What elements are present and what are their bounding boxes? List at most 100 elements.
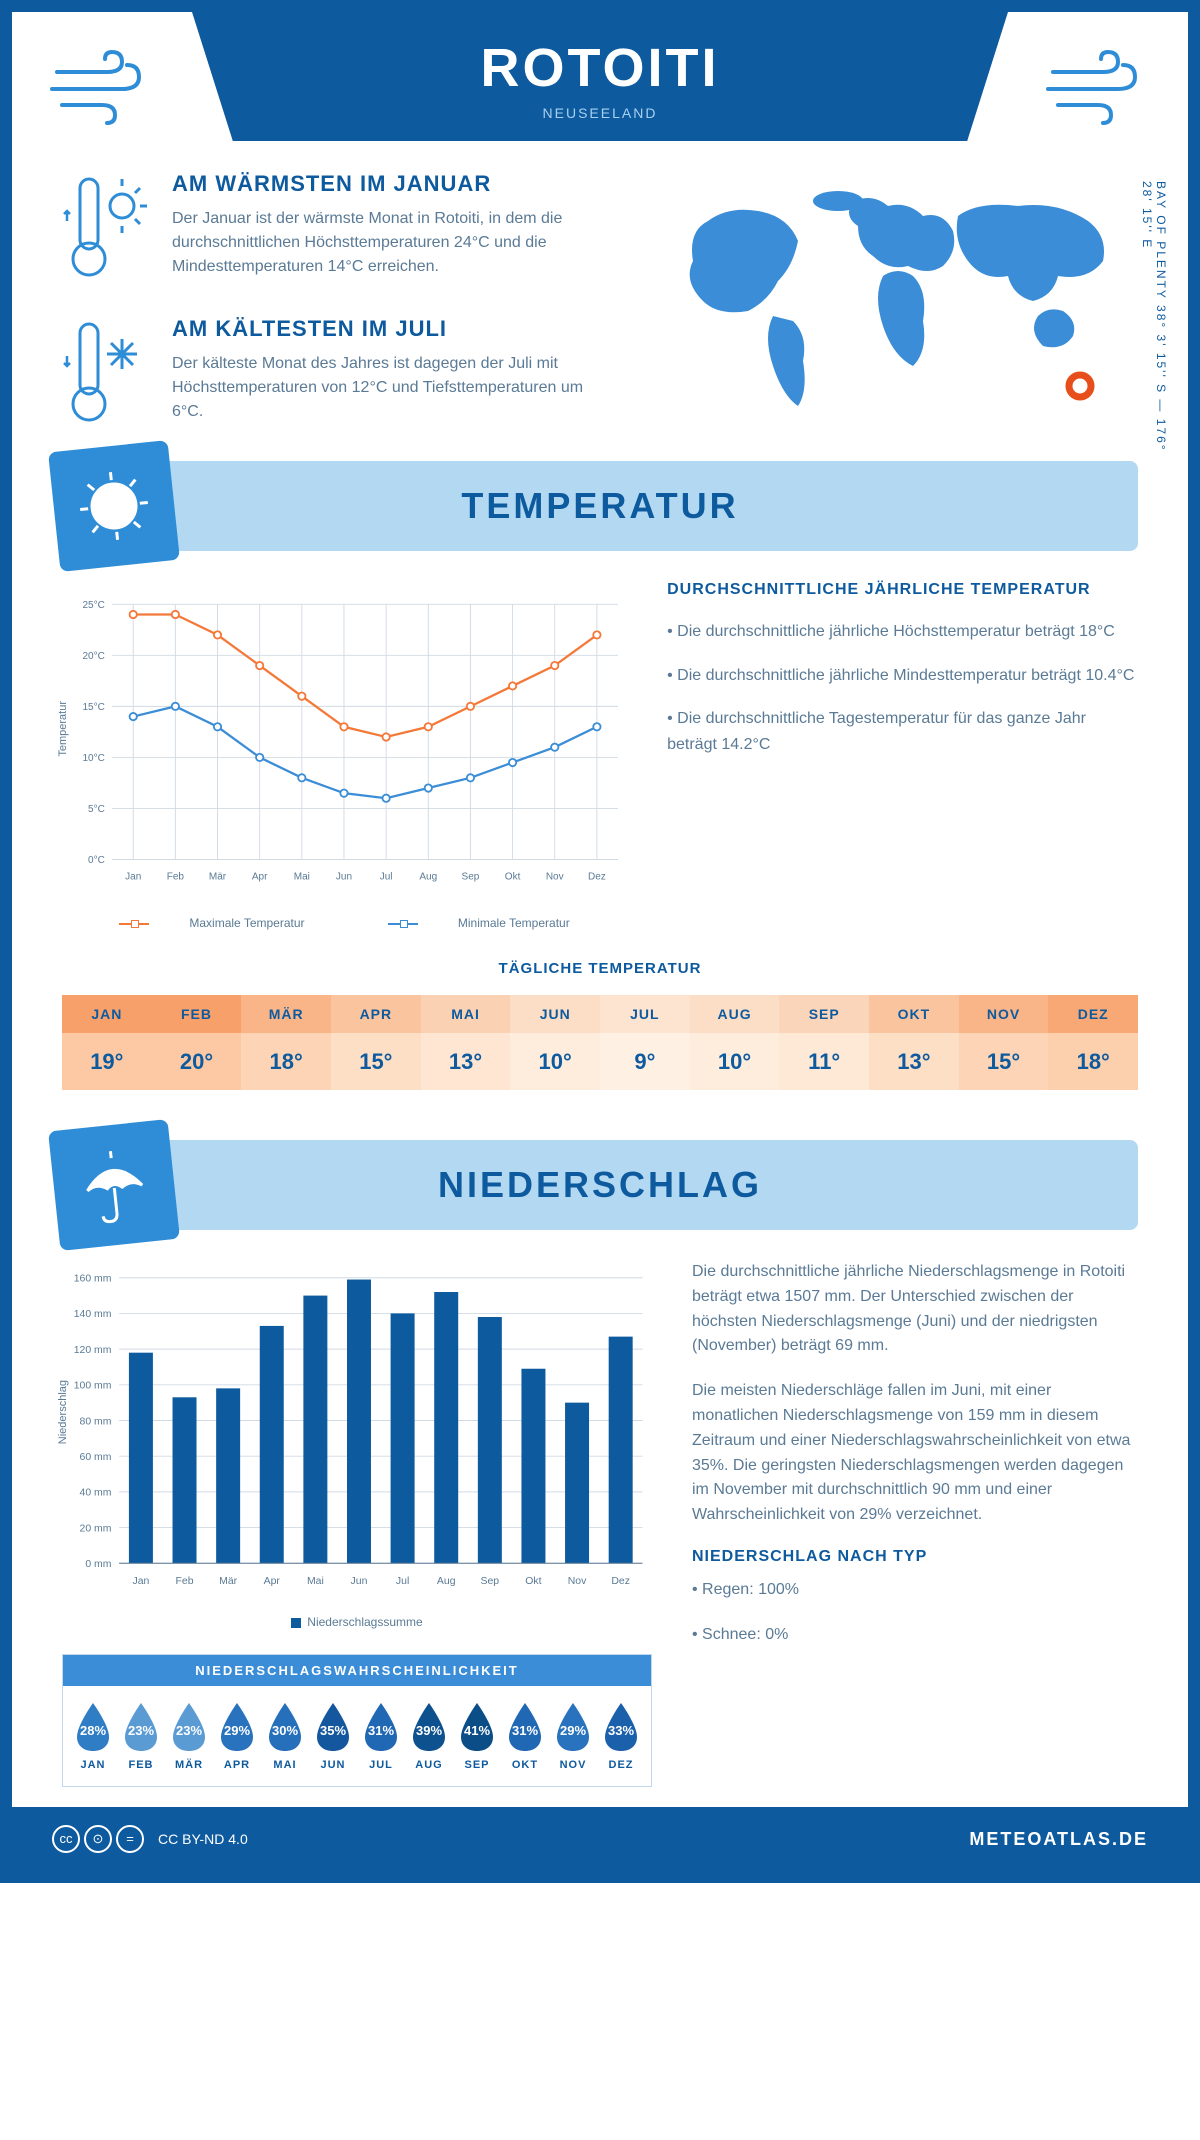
temp-info-heading: DURCHSCHNITTLICHE JÄHRLICHE TEMPERATUR [667,581,1138,599]
prob-cell: 41%SEP [455,1701,499,1771]
svg-text:Okt: Okt [525,1576,541,1587]
temp-info-bullet: • Die durchschnittliche jährliche Mindes… [667,663,1138,689]
daily-temp-cell: MÄR18° [241,995,331,1090]
world-map: BAY OF PLENTY 38° 3' 15'' S — 176° 28' 1… [658,171,1138,461]
svg-text:Dez: Dez [611,1576,630,1587]
svg-text:Dez: Dez [588,872,606,883]
svg-text:Feb: Feb [176,1576,194,1587]
svg-text:Sep: Sep [481,1576,500,1587]
svg-text:20 mm: 20 mm [80,1523,112,1534]
svg-text:40 mm: 40 mm [80,1488,112,1499]
svg-text:160 mm: 160 mm [74,1274,112,1285]
precipitation-bar-chart: Niederschlag 0 mm20 mm40 mm60 mm80 mm100… [62,1260,652,1629]
precipitation-section-header: NIEDERSCHLAG [62,1140,1138,1230]
svg-text:Jan: Jan [132,1576,149,1587]
svg-text:120 mm: 120 mm [74,1345,112,1356]
svg-text:Jul: Jul [380,872,393,883]
header-banner: ROTOITI NEUSEELAND [192,12,1008,141]
umbrella-icon [48,1119,180,1251]
warmest-fact: AM WÄRMSTEN IM JANUAR Der Januar ist der… [62,171,618,281]
warmest-title: AM WÄRMSTEN IM JANUAR [172,171,618,197]
svg-text:140 mm: 140 mm [74,1309,112,1320]
daily-temp-cell: JUL9° [600,995,690,1090]
svg-text:Apr: Apr [264,1576,281,1587]
wind-icon [47,47,157,127]
prob-cell: 33%DEZ [599,1701,643,1771]
daily-temperature-table: TÄGLICHE TEMPERATUR JAN19°FEB20°MÄR18°AP… [62,960,1138,1090]
daily-temp-cell: JAN19° [62,995,152,1090]
prob-cell: 39%AUG [407,1701,451,1771]
precip-type-bullet: • Schnee: 0% [692,1623,1138,1648]
thermometer-sun-icon [62,171,152,281]
thermometer-snow-icon [62,316,152,426]
svg-text:Jul: Jul [396,1576,409,1587]
precip-chart-legend: Niederschlagssumme [62,1615,652,1629]
svg-text:Mai: Mai [294,872,310,883]
prob-heading: NIEDERSCHLAGSWAHRSCHEINLICHKEIT [63,1655,651,1686]
precipitation-heading: NIEDERSCHLAG [62,1164,1138,1206]
temp-y-axis-label: Temperatur [57,701,69,757]
prob-cell: 28%JAN [71,1701,115,1771]
temperature-heading: TEMPERATUR [62,485,1138,527]
daily-temp-cell: MAI13° [421,995,511,1090]
svg-text:Aug: Aug [437,1576,456,1587]
country-subtitle: NEUSEELAND [192,105,1008,121]
daily-temp-cell: OKT13° [869,995,959,1090]
temperature-line-chart: Temperatur 0°C5°C10°C15°C20°C25°CJanFebM… [62,581,627,930]
daily-temp-cell: NOV15° [959,995,1049,1090]
svg-text:100 mm: 100 mm [74,1381,112,1392]
temp-info-bullet: • Die durchschnittliche Tagestemperatur … [667,706,1138,757]
precipitation-probability-table: NIEDERSCHLAGSWAHRSCHEINLICHKEIT 28%JAN23… [62,1654,652,1787]
prob-cell: 30%MAI [263,1701,307,1771]
temp-chart-legend: Maximale Temperatur Minimale Temperatur [62,916,627,930]
svg-text:Okt: Okt [505,872,521,883]
svg-text:Nov: Nov [546,872,564,883]
prob-cell: 35%JUN [311,1701,355,1771]
city-title: ROTOITI [192,37,1008,99]
temperature-section-header: TEMPERATUR [62,461,1138,551]
svg-text:Mai: Mai [307,1576,324,1587]
coldest-fact: AM KÄLTESTEN IM JULI Der kälteste Monat … [62,316,618,426]
svg-text:Jun: Jun [351,1576,368,1587]
footer: cc⊙= CC BY-ND 4.0 METEOATLAS.DE [12,1807,1188,1871]
svg-text:80 mm: 80 mm [80,1416,112,1427]
svg-text:10°C: 10°C [82,753,104,764]
daily-temp-cell: FEB20° [152,995,242,1090]
precip-para-2: Die meisten Niederschläge fallen im Juni… [692,1379,1138,1528]
daily-temp-heading: TÄGLICHE TEMPERATUR [62,960,1138,977]
svg-text:0 mm: 0 mm [85,1559,111,1570]
coldest-title: AM KÄLTESTEN IM JULI [172,316,618,342]
precip-y-axis-label: Niederschlag [57,1380,69,1444]
precip-type-heading: NIEDERSCHLAG NACH TYP [692,1548,1138,1566]
svg-text:5°C: 5°C [88,804,105,815]
prob-cell: 29%NOV [551,1701,595,1771]
svg-text:Mär: Mär [219,1576,238,1587]
prob-cell: 31%OKT [503,1701,547,1771]
coldest-body: Der kälteste Monat des Jahres ist dagege… [172,352,618,424]
daily-temp-cell: APR15° [331,995,421,1090]
svg-text:25°C: 25°C [82,600,104,611]
temp-info-bullet: • Die durchschnittliche jährliche Höchst… [667,619,1138,645]
infographic-frame: ROTOITI NEUSEELAND [0,0,1200,1883]
daily-temp-cell: SEP11° [779,995,869,1090]
license: cc⊙= CC BY-ND 4.0 [52,1825,248,1853]
svg-text:Mär: Mär [209,872,227,883]
svg-text:60 mm: 60 mm [80,1452,112,1463]
precipitation-info: Die durchschnittliche jährliche Niedersc… [692,1260,1138,1787]
prob-cell: 31%JUL [359,1701,403,1771]
coordinates: BAY OF PLENTY 38° 3' 15'' S — 176° 28' 1… [1140,181,1168,461]
prob-cell: 23%FEB [119,1701,163,1771]
precip-para-1: Die durchschnittliche jährliche Niedersc… [692,1260,1138,1359]
svg-text:Nov: Nov [568,1576,587,1587]
daily-temp-cell: DEZ18° [1048,995,1138,1090]
daily-temp-cell: AUG10° [690,995,780,1090]
prob-cell: 29%APR [215,1701,259,1771]
prob-cell: 23%MÄR [167,1701,211,1771]
warmest-body: Der Januar ist der wärmste Monat in Roto… [172,207,618,279]
svg-text:Feb: Feb [167,872,185,883]
brand-name: METEOATLAS.DE [969,1829,1148,1850]
temperature-info: DURCHSCHNITTLICHE JÄHRLICHE TEMPERATUR •… [667,581,1138,930]
wind-icon [1043,47,1153,127]
daily-temp-cell: JUN10° [510,995,600,1090]
svg-text:15°C: 15°C [82,702,104,713]
